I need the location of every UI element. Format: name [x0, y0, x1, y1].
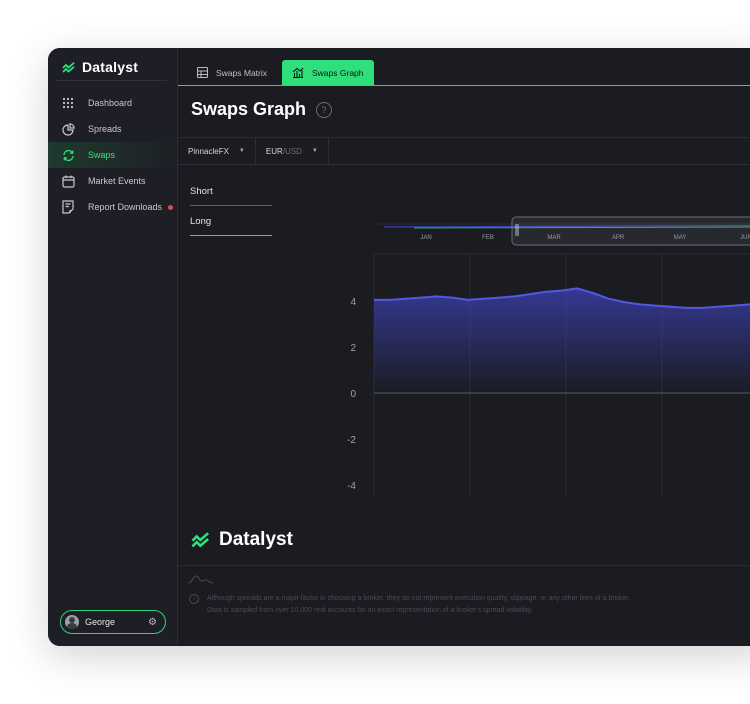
info-icon: i: [189, 594, 199, 604]
user-name: George: [85, 617, 116, 627]
navigator-month-label: JUN: [740, 235, 750, 241]
brand-logo[interactable]: Datalyst: [62, 59, 138, 75]
sparkline-icon: [189, 575, 213, 584]
pair-base: EUR: [265, 146, 283, 156]
logo-icon: [62, 61, 75, 73]
tab-label: Swaps Graph: [312, 67, 364, 78]
footer: i Although spreads are a major factor in…: [178, 565, 750, 646]
sidebar-item-report-downloads[interactable]: Report Downloads: [48, 194, 177, 220]
short-series-area: [374, 288, 750, 393]
broker-select[interactable]: PinnacleFX ▼: [178, 138, 256, 164]
sidebar-item-label: Swaps: [88, 150, 116, 160]
logo-icon: [191, 532, 209, 548]
app-window: Datalyst Dashboard Spreads Swaps: [48, 48, 750, 646]
filter-bar: PinnacleFX ▼ EUR /USD ▼: [178, 137, 750, 165]
main-panel: Swaps Matrix Swaps Graph Swaps Graph ? P…: [178, 48, 750, 646]
disclaimer-line-1: Although spreads are a major factor in c…: [207, 595, 630, 602]
y-tick-label: 2: [350, 343, 356, 354]
sidebar-item-market-events[interactable]: Market Events: [48, 168, 177, 194]
navigator-month-label: FEB: [482, 235, 494, 241]
page-title: Swaps Graph ?: [191, 99, 333, 120]
navigator-month-label: MAR: [547, 235, 561, 241]
grid-icon: [61, 96, 75, 110]
chevron-down-icon: ▼: [311, 148, 318, 154]
tab-bar: Swaps Matrix Swaps Graph: [178, 48, 750, 86]
sidebar-divider: [56, 80, 167, 81]
pair-select[interactable]: EUR /USD ▼: [256, 138, 329, 164]
report-icon: [61, 200, 75, 214]
notification-badge: [168, 204, 174, 210]
sidebar-item-label: Market Events: [88, 176, 146, 186]
calendar-icon: [61, 174, 75, 188]
tab-swaps-matrix[interactable]: Swaps Matrix: [189, 60, 275, 85]
sidebar-item-spreads[interactable]: Spreads: [48, 116, 177, 142]
sidebar-item-swaps[interactable]: Swaps: [48, 142, 177, 168]
gear-icon[interactable]: ⚙: [148, 616, 157, 628]
y-tick-label: 4: [350, 297, 356, 308]
chart-legend: Short Long: [190, 186, 272, 246]
navigator-short-line: [383, 224, 750, 228]
broker-value: PinnacleFX: [188, 146, 229, 156]
sidebar: Datalyst Dashboard Spreads Swaps: [48, 48, 178, 646]
sidebar-item-dashboard[interactable]: Dashboard: [48, 90, 177, 116]
table-icon: [197, 67, 208, 78]
swap-icon: [61, 148, 75, 162]
pie-chart-icon: [61, 122, 75, 136]
navigator-window: [511, 216, 750, 246]
avatar: [65, 615, 79, 629]
navigator-month-label: MAY: [674, 235, 687, 241]
tab-swaps-graph[interactable]: Swaps Graph: [282, 60, 374, 85]
brand-name: Datalyst: [82, 59, 139, 75]
tab-label: Swaps Matrix: [216, 67, 268, 78]
short-series-line: [374, 287, 750, 309]
pair-quote: /USD: [282, 146, 302, 156]
watermark-name: Datalyst: [219, 529, 293, 550]
navigator-month-label: APR: [612, 235, 625, 241]
sidebar-item-label: Report Downloads: [88, 202, 163, 212]
user-profile-button[interactable]: George ⚙: [60, 610, 166, 634]
disclaimer-line-2: Data is sampled from over 10,000 real ac…: [207, 607, 533, 614]
y-tick-label: -2: [347, 435, 356, 446]
watermark-logo: Datalyst: [191, 529, 293, 551]
sidebar-item-label: Dashboard: [88, 98, 133, 108]
graph-icon: [292, 67, 304, 78]
navigator-long-line: [413, 226, 750, 229]
help-icon[interactable]: ?: [316, 101, 333, 118]
sidebar-nav: Dashboard Spreads Swaps Market Events: [48, 90, 177, 220]
page-title-text: Swaps Graph: [191, 99, 307, 119]
y-tick-label: -4: [347, 481, 356, 492]
navigator-month-label: JAN: [420, 235, 431, 241]
chevron-down-icon: ▼: [238, 148, 245, 154]
legend-item-short[interactable]: Short: [190, 186, 272, 206]
disclaimer: i Although spreads are a major factor in…: [189, 593, 630, 617]
sidebar-item-label: Spreads: [88, 124, 122, 134]
y-tick-label: 0: [350, 389, 356, 400]
legend-item-long[interactable]: Long: [190, 216, 272, 236]
